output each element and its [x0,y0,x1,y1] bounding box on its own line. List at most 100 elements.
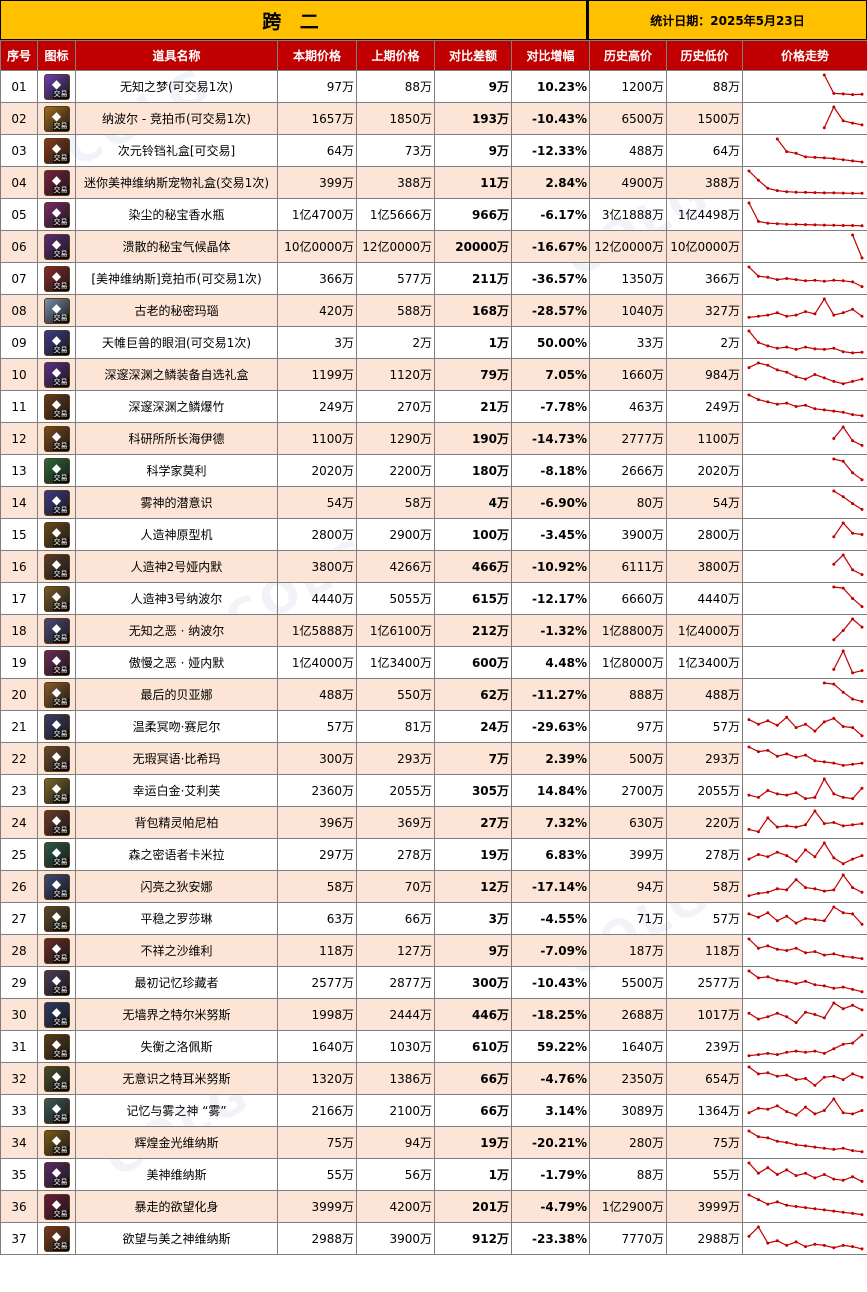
trade-badge: 交易 [52,569,69,579]
sparkline-point [860,922,864,926]
sparkline-line [833,458,863,481]
table-row: 12 ◆ 交易 科研所所长海伊德 1100万 1290万 190万 -14.73% 2777万 1… [0,422,867,455]
sparkline-point [841,158,845,162]
sparkline-point [813,278,817,282]
sparkline-point [860,507,864,511]
trade-badge: 交易 [52,249,69,259]
sparkline-point [860,350,864,354]
sparkline-point [813,729,817,733]
card-icon: ◆ 交易 [43,1033,70,1060]
table-row: 15 ◆ 交易 人造神原型机 2800万 2900万 100万 -3.45% 3900万 2800… [0,518,867,551]
sparkline-point [841,649,845,653]
sparkline-point [766,1071,770,1075]
sparkline-point [756,274,760,278]
icon-glyph: ◆ [51,684,62,699]
sparkline-point [775,1074,779,1078]
sparkline-point [794,347,798,351]
sparkline-point [822,376,826,380]
sparkline-point [841,1042,845,1046]
icon-glyph: ◆ [51,844,62,859]
history-high: 2350万 [589,1062,667,1095]
perfume-icon: ◆ 交易 [43,201,70,228]
item-icon-cell: ◆ 交易 [37,518,76,551]
current-price: 396万 [277,806,357,839]
sparkline-point [822,1051,826,1055]
price-trend-cell [742,806,867,839]
current-price: 1998万 [277,998,357,1031]
card-icon: ◆ 交易 [43,777,70,804]
icon-glyph: ◆ [51,972,62,987]
sparkline-point [832,1246,836,1250]
card-icon: ◆ 交易 [43,457,70,484]
price-trend-cell [742,710,867,743]
current-price: 1亿4700万 [277,198,357,231]
sparkline-point [775,723,779,727]
sparkline-point [794,1078,798,1082]
row-number: 01 [0,70,38,103]
sparkline-point [841,1243,845,1247]
row-number: 21 [0,710,38,743]
tear-icon: ◆ 交易 [43,329,70,356]
card-icon: ◆ 交易 [43,649,70,676]
card-icon: ◆ 交易 [43,841,70,868]
top-bar: 跨 二 统计日期：2025年5月23日 [0,0,867,40]
sparkline-point [841,873,845,877]
price-change: 4.48% [511,646,590,679]
sparkline-point [822,223,826,227]
trade-badge: 交易 [52,1145,69,1155]
sparkline-point [747,201,751,205]
sparkline-point [813,1049,817,1053]
sparkline-point [794,313,798,317]
sparkline-point [860,605,864,609]
sparkline-point [766,186,770,190]
sparkline-point [747,937,751,941]
table-row: 29 ◆ 交易 最初记忆珍藏者 2577万 2877万 300万 -10.43% 5500万 25… [0,966,867,999]
history-low: 64万 [666,134,743,167]
item-name: 迷你美神维纳斯宠物礼盒(交易1次) [75,166,278,199]
sparkline-line [833,649,863,674]
sparkline-line [748,906,863,925]
sparkline-point [766,1015,770,1019]
sparkline-point [794,1113,798,1117]
sparkline-line [833,554,863,576]
history-high: 80万 [589,486,667,519]
sparkline-point [832,457,836,461]
price-trend-cell [742,70,867,103]
row-number: 05 [0,198,38,231]
sparkline-point [794,1021,798,1025]
table-row: 18 ◆ 交易 无知之恶 · 纳波尔 1亿5888万 1亿6100万 212万 -1.32% 1… [0,614,867,647]
price-diff: 190万 [434,422,512,455]
sparkline-point [756,830,760,834]
sparkline [832,457,864,482]
table-row: 01 ◆ 交易 无知之梦(可交易1次) 97万 88万 9万 10.23% 1200万 88万 [0,70,867,103]
price-change: -18.25% [511,998,590,1031]
col-header-trend: 价格走势 [742,40,867,71]
sparkline-point [841,1210,845,1214]
trade-badge: 交易 [52,1113,69,1123]
sparkline-point [766,719,770,723]
sparkline-point [766,1241,770,1245]
icon-glyph: ◆ [51,236,62,251]
history-low: 1亿3400万 [666,646,743,679]
sparkline-point [804,1010,807,1014]
history-low: 654万 [666,1062,743,1095]
sparkline-line [823,105,863,128]
sparkline-point [841,1007,845,1011]
sparkline-point [851,351,855,355]
sparkline-point [841,763,845,767]
sparkline-point [756,361,760,365]
item-icon-cell: ◆ 交易 [37,614,76,647]
sparkline-line [833,618,863,641]
sparkline-point [804,753,807,757]
table-row: 02 ◆ 交易 纳波尔 - 竞拍币(可交易1次) 1657万 1850万 193万 -10.4… [0,102,867,135]
sparkline-point [775,1104,779,1108]
sparkline-point [841,795,845,799]
row-number: 25 [0,838,38,871]
trade-badge: 交易 [52,793,69,803]
sparkline-point [804,1171,807,1175]
current-price: 488万 [277,678,357,711]
history-low: 239万 [666,1030,743,1063]
sparkline-point [785,715,789,719]
sparkline-point [756,178,760,182]
card-icon: ◆ 交易 [43,713,70,740]
